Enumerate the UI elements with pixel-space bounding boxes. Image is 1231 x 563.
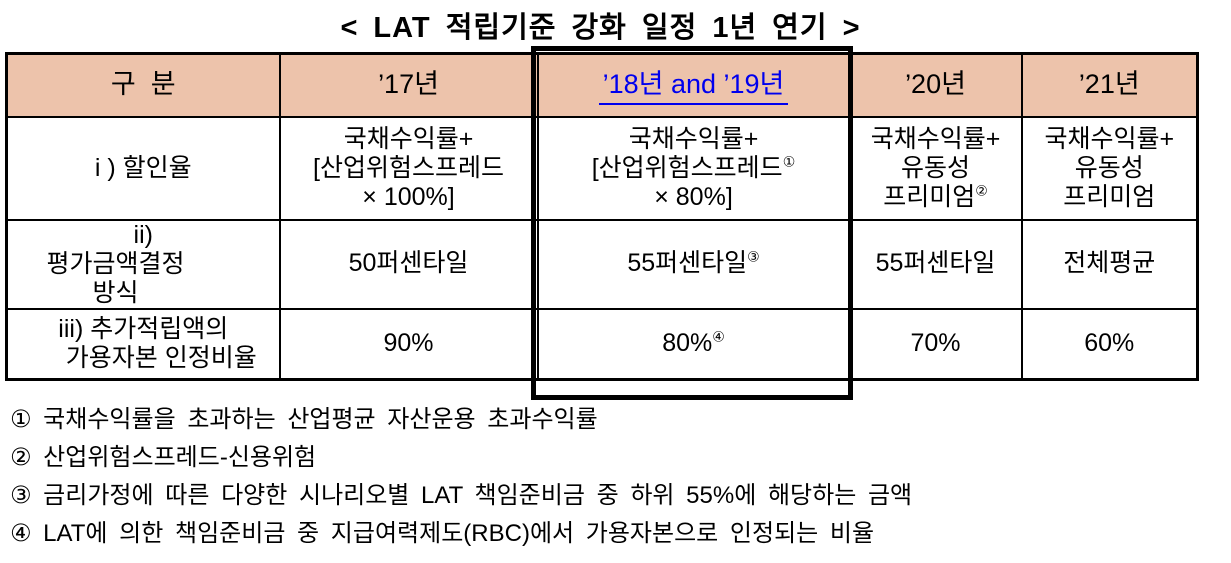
lat-schedule-table: 구 분 ’17년 ’18년 and ’19년 ’20년 ’21년 i ) 할인율… bbox=[5, 52, 1199, 381]
footnote-2: ② 산업위험스프레드-신용위험 bbox=[10, 444, 317, 471]
cell-2017-valuation-method: 50퍼센타일 bbox=[278, 218, 539, 310]
col-header-2021: ’21년 bbox=[1020, 52, 1199, 118]
footnotes: ① 국채수익률을 초과하는 산업평균 자산운용 초과수익률 ② 산업위험스프레드… bbox=[10, 401, 1225, 553]
col-header-2020: ’20년 bbox=[848, 52, 1023, 118]
row-label-valuation-method: ii) 평가금액결정방식 bbox=[5, 218, 281, 310]
cell-2018-2019-capital-ratio: 80%④ bbox=[536, 307, 851, 381]
header-row: 구 분 ’17년 ’18년 and ’19년 ’20년 ’21년 bbox=[5, 52, 1199, 118]
row-label-discount-rate: i ) 할인율 bbox=[5, 115, 281, 221]
cell-2020-discount-rate: 국채수익률+ 유동성 프리미엄② bbox=[848, 115, 1023, 221]
row-valuation-method: ii) 평가금액결정방식 50퍼센타일 55퍼센타일③ 55퍼센타일 전체평균 bbox=[5, 218, 1199, 310]
footnote-3: ③ 금리가정에 따른 다양한 시나리오별 LAT 책임준비금 중 하위 55%에… bbox=[10, 482, 913, 509]
col-header-gubun: 구 분 bbox=[5, 52, 281, 118]
col-header-2017: ’17년 bbox=[278, 52, 539, 118]
cell-2020-capital-ratio: 70% bbox=[848, 307, 1023, 381]
cell-2017-capital-ratio: 90% bbox=[278, 307, 539, 381]
cell-2021-capital-ratio: 60% bbox=[1020, 307, 1199, 381]
row-capital-recognition-ratio: iii) 추가적립액의 가용자본 인정비율 90% 80%④ 70% 60% bbox=[5, 307, 1199, 381]
row-discount-rate: i ) 할인율 국채수익률+ [산업위험스프레드 × 100%] 국채수익률+ … bbox=[5, 115, 1199, 221]
cell-2018-2019-discount-rate: 국채수익률+ [산업위험스프레드① × 80%] bbox=[536, 115, 851, 221]
footnote-1: ① 국채수익률을 초과하는 산업평균 자산운용 초과수익률 bbox=[10, 406, 598, 433]
cell-2021-discount-rate: 국채수익률+ 유동성 프리미엄 bbox=[1020, 115, 1199, 221]
row-label-capital-recognition-ratio: iii) 추가적립액의 가용자본 인정비율 bbox=[5, 307, 281, 381]
cell-2017-discount-rate: 국채수익률+ [산업위험스프레드 × 100%] bbox=[278, 115, 539, 221]
page-title: < LAT 적립기준 강화 일정 1년 연기 > bbox=[340, 12, 861, 44]
cell-2021-valuation-method: 전체평균 bbox=[1020, 218, 1199, 310]
cell-2020-valuation-method: 55퍼센타일 bbox=[848, 218, 1023, 310]
col-header-2018-2019: ’18년 and ’19년 bbox=[536, 52, 851, 118]
cell-2018-2019-valuation-method: 55퍼센타일③ bbox=[536, 218, 851, 310]
footnote-4: ④ LAT에 의한 책임준비금 중 지급여력제도(RBC)에서 가용자본으로 인… bbox=[10, 520, 875, 547]
